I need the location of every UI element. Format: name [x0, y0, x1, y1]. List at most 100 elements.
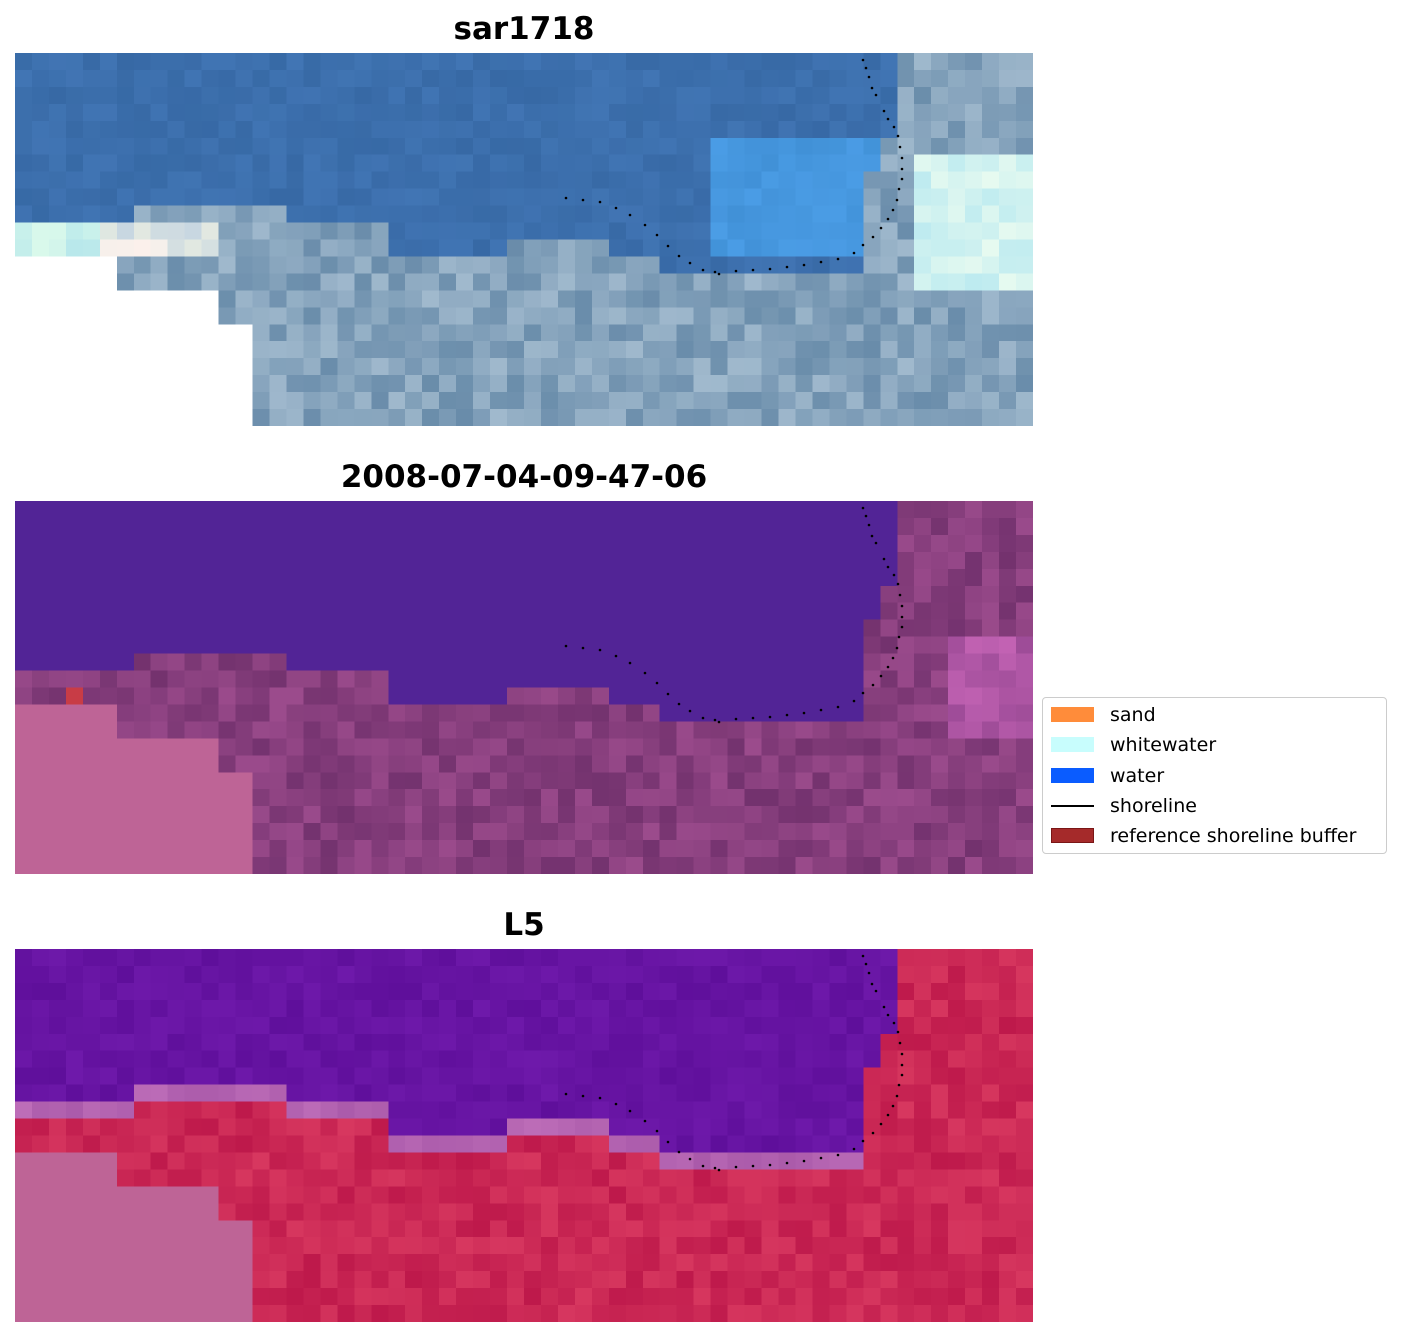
- shoreline-overlay: [564, 58, 904, 276]
- reference-buffer-swatch: [1051, 828, 1094, 843]
- shoreline-dot: [768, 715, 772, 719]
- legend: sand whitewater water shoreline referenc…: [1042, 697, 1387, 854]
- shoreline-dot: [768, 1163, 772, 1167]
- sand-swatch: [1051, 707, 1094, 722]
- shoreline-dot: [879, 1122, 883, 1126]
- shoreline-dot: [564, 196, 568, 200]
- shoreline-dot: [734, 269, 738, 273]
- index-image: [15, 949, 1033, 1322]
- shoreline-dot: [886, 1013, 890, 1017]
- shoreline-dot: [802, 263, 806, 267]
- shoreline-dot: [701, 716, 705, 720]
- shoreline-overlay: [564, 954, 904, 1172]
- whitewater-swatch: [1051, 737, 1094, 752]
- shoreline-dot: [628, 661, 632, 665]
- shoreline-dot: [614, 1102, 618, 1106]
- shoreline-dot: [896, 134, 900, 138]
- shoreline-dot: [867, 523, 871, 527]
- legend-label: sand: [1110, 704, 1156, 726]
- shoreline-dot: [717, 272, 721, 276]
- shoreline-dot: [898, 1041, 902, 1045]
- shoreline-dot: [886, 565, 890, 569]
- shoreline-dot: [886, 665, 890, 669]
- shoreline-dot: [643, 1119, 647, 1123]
- shoreline-dot: [891, 1104, 895, 1108]
- shoreline-dot: [628, 1109, 632, 1113]
- shoreline-dot: [751, 716, 755, 720]
- shoreline-dot: [785, 265, 789, 269]
- shoreline-dot: [751, 268, 755, 272]
- legend-label: shoreline: [1110, 795, 1197, 817]
- shoreline-dot: [900, 167, 904, 171]
- water-swatch: [1051, 768, 1094, 783]
- panel-title-l5: L5: [503, 907, 545, 943]
- shoreline-dot: [882, 1005, 886, 1009]
- shoreline-dot: [886, 1113, 890, 1117]
- legend-label: water: [1110, 765, 1165, 787]
- shoreline-dot: [751, 1164, 755, 1168]
- shoreline-dot: [734, 1165, 738, 1169]
- shoreline-dot: [861, 58, 865, 62]
- classified-image: [15, 501, 1033, 874]
- legend-item-reference-buffer: reference shoreline buffer: [1051, 825, 1387, 847]
- shoreline-line-swatch: [1051, 805, 1094, 807]
- shoreline-dot: [836, 1153, 840, 1157]
- image-panel-classified: [15, 501, 1033, 874]
- shoreline-dot: [864, 514, 868, 518]
- shoreline-dot: [852, 251, 856, 255]
- shoreline-dot: [891, 208, 895, 212]
- shoreline-dot: [900, 1073, 904, 1077]
- shoreline-dot: [896, 1030, 900, 1034]
- shoreline-dot: [882, 557, 886, 561]
- shoreline-dot: [643, 671, 647, 675]
- shoreline-dot: [688, 709, 692, 713]
- shoreline-dot: [896, 582, 900, 586]
- image-panel-index: [15, 949, 1033, 1322]
- shoreline-dot: [713, 1166, 717, 1170]
- shoreline-dot: [879, 226, 883, 230]
- shoreline-dot: [874, 93, 878, 97]
- shoreline-dot: [768, 267, 772, 271]
- shoreline-dot: [871, 235, 875, 239]
- shoreline-dot: [802, 711, 806, 715]
- shoreline-dot: [581, 198, 585, 202]
- shoreline-dot: [802, 1159, 806, 1163]
- shoreline-dot: [900, 625, 904, 629]
- legend-item-sand: sand: [1051, 704, 1387, 726]
- shoreline-dot: [882, 109, 886, 113]
- shoreline-dot: [677, 702, 681, 706]
- shoreline-dot: [819, 260, 823, 264]
- shoreline-dot: [701, 268, 705, 272]
- shoreline-dot: [871, 683, 875, 687]
- shoreline-dot: [677, 254, 681, 258]
- shoreline-dot: [734, 717, 738, 721]
- shoreline-dot: [701, 1164, 705, 1168]
- shoreline-dot: [898, 593, 902, 597]
- shoreline-dot: [819, 708, 823, 712]
- shoreline-dot: [655, 1129, 659, 1133]
- shoreline-dot: [892, 125, 896, 129]
- shoreline-dot: [717, 1168, 721, 1172]
- shoreline-dot: [870, 534, 874, 538]
- shoreline-dot: [867, 75, 871, 79]
- shoreline-dot: [861, 1139, 865, 1143]
- shoreline-dot: [861, 691, 865, 695]
- panel-title-date: 2008-07-04-09-47-06: [340, 459, 708, 495]
- shoreline-dot: [870, 982, 874, 986]
- shoreline-dot: [688, 261, 692, 265]
- shoreline-dot: [643, 223, 647, 227]
- shoreline-dot: [864, 66, 868, 70]
- shoreline-dot: [895, 1094, 899, 1098]
- shoreline-dot: [581, 1094, 585, 1098]
- shoreline-dot: [666, 244, 670, 248]
- shoreline-dot: [785, 713, 789, 717]
- shoreline-overlay: [564, 506, 904, 724]
- legend-item-shoreline: shoreline: [1051, 795, 1387, 817]
- shoreline-dot: [785, 1161, 789, 1165]
- shoreline-dot: [895, 646, 899, 650]
- shoreline-dot: [870, 86, 874, 90]
- shoreline-dot: [897, 1083, 901, 1087]
- shoreline-dot: [900, 1052, 904, 1056]
- shoreline-dot: [874, 989, 878, 993]
- panel-title-sar1718: sar1718: [453, 11, 595, 47]
